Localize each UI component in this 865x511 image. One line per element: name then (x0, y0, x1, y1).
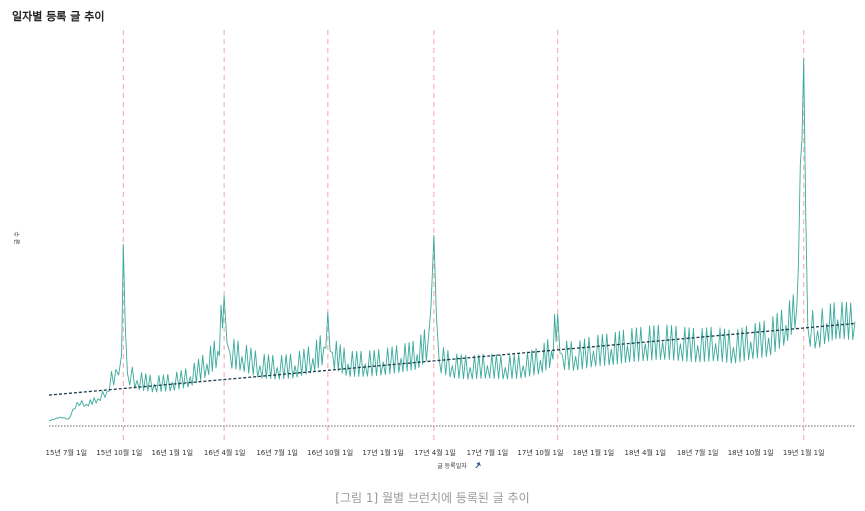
chart-title: 일자별 등록 글 추이 (12, 10, 105, 23)
x-tick-label: 16년 1월 1일 (151, 448, 193, 457)
x-tick-label: 17년 10월 1일 (517, 448, 563, 457)
x-tick-label: 18년 4월 1일 (624, 448, 666, 457)
x-tick-label: 17년 7월 1일 (467, 448, 509, 457)
x-tick-label: 16년 10월 1일 (307, 448, 353, 457)
x-tick-label: 19년 1월 1일 (783, 448, 825, 457)
x-tick-label: 17년 1월 1일 (362, 448, 404, 457)
x-tick-label: 17년 4월 1일 (414, 448, 456, 457)
x-tick-label: 18년 7월 1일 (677, 448, 719, 457)
x-axis-label: 글 등록일자 (437, 462, 467, 470)
x-tick-label: 18년 1월 1일 (573, 448, 615, 457)
x-tick-label: 15년 10월 1일 (96, 448, 142, 457)
x-tick-label: 16년 7월 1일 (256, 448, 298, 457)
x-tick-label: 16년 4월 1일 (204, 448, 246, 457)
x-tick-label: 15년 7월 1일 (45, 448, 87, 457)
x-tick-labels: 15년 7월 1일 15년 10월 1일 16년 1월 1일 16년 4월 1일 16년… (45, 448, 824, 457)
series-group (48, 58, 856, 422)
marker-lines (122, 30, 805, 442)
x-axis-label-pin-icon (475, 462, 481, 468)
figure-caption: [그림 1] 월별 브런치에 등록된 글 추이 (335, 491, 530, 505)
trend-line (48, 322, 856, 396)
daily-posts-line (48, 58, 856, 422)
y-axis-label: 글 수 (14, 231, 21, 244)
x-tick-label: 18년 10월 1일 (728, 448, 774, 457)
